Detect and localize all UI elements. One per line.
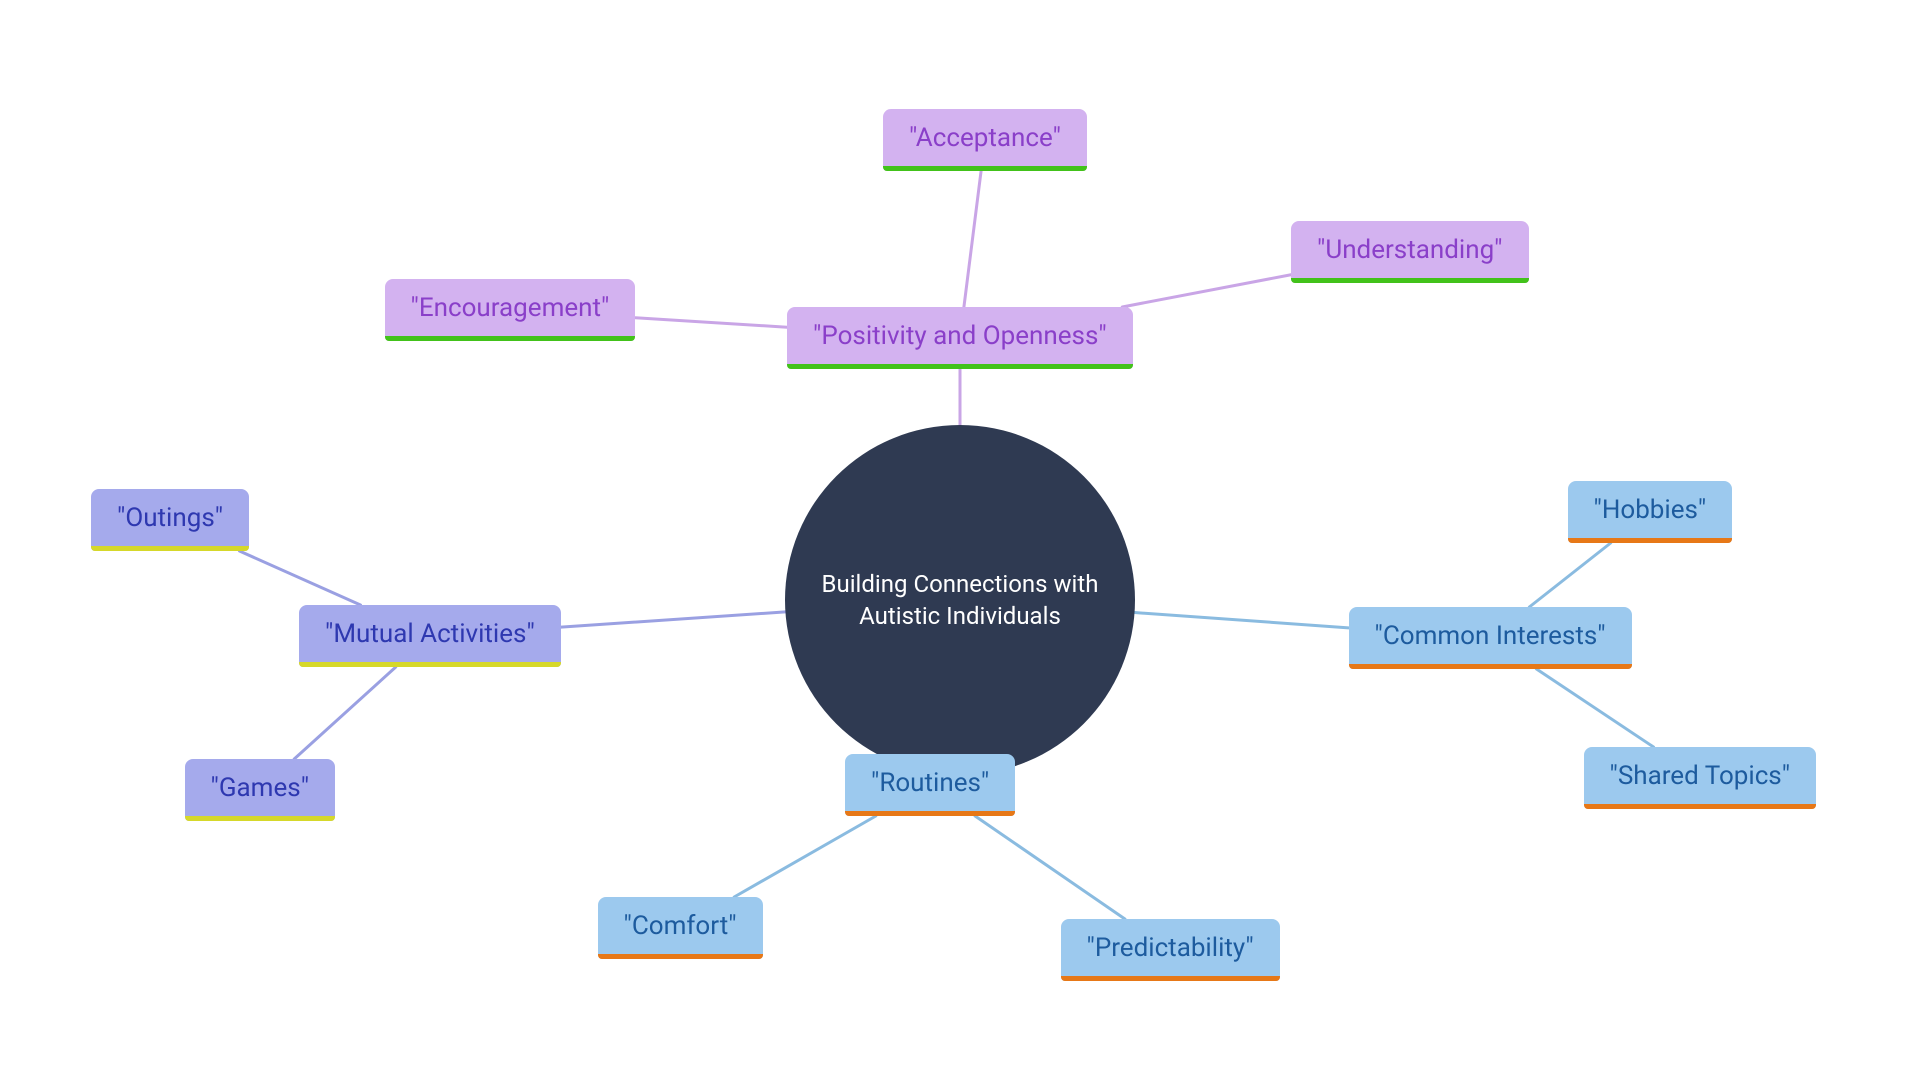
leaf-understanding[interactable]: "Understanding" [1291, 221, 1529, 283]
branch-routines[interactable]: "Routines" [845, 754, 1015, 816]
branch-mutual-activities[interactable]: "Mutual Activities" [299, 605, 561, 667]
branch-positivity[interactable]: "Positivity and Openness" [787, 307, 1133, 369]
leaf-predictability[interactable]: "Predictability" [1061, 919, 1280, 981]
node-underline [299, 662, 561, 667]
node-underline [1568, 538, 1733, 543]
node-underline [1061, 976, 1280, 981]
node-underline [185, 816, 336, 821]
node-underline [598, 954, 763, 959]
node-underline [883, 166, 1087, 171]
leaf-acceptance[interactable]: "Acceptance" [883, 109, 1087, 171]
node-underline [385, 336, 636, 341]
leaf-encouragement[interactable]: "Encouragement" [385, 279, 636, 341]
mindmap-canvas: Building Connections with Autistic Indiv… [0, 0, 1920, 1080]
leaf-hobbies[interactable]: "Hobbies" [1568, 481, 1733, 543]
node-underline [1349, 664, 1632, 669]
node-underline [845, 811, 1015, 816]
node-underline [787, 364, 1133, 369]
center-node[interactable]: Building Connections with Autistic Indiv… [785, 425, 1135, 775]
node-underline [1291, 278, 1529, 283]
leaf-outings[interactable]: "Outings" [91, 489, 249, 551]
leaf-games[interactable]: "Games" [185, 759, 336, 821]
branch-common-interests[interactable]: "Common Interests" [1349, 607, 1632, 669]
leaf-shared-topics[interactable]: "Shared Topics" [1584, 747, 1817, 809]
leaf-comfort[interactable]: "Comfort" [598, 897, 763, 959]
node-underline [1584, 804, 1817, 809]
node-underline [91, 546, 249, 551]
